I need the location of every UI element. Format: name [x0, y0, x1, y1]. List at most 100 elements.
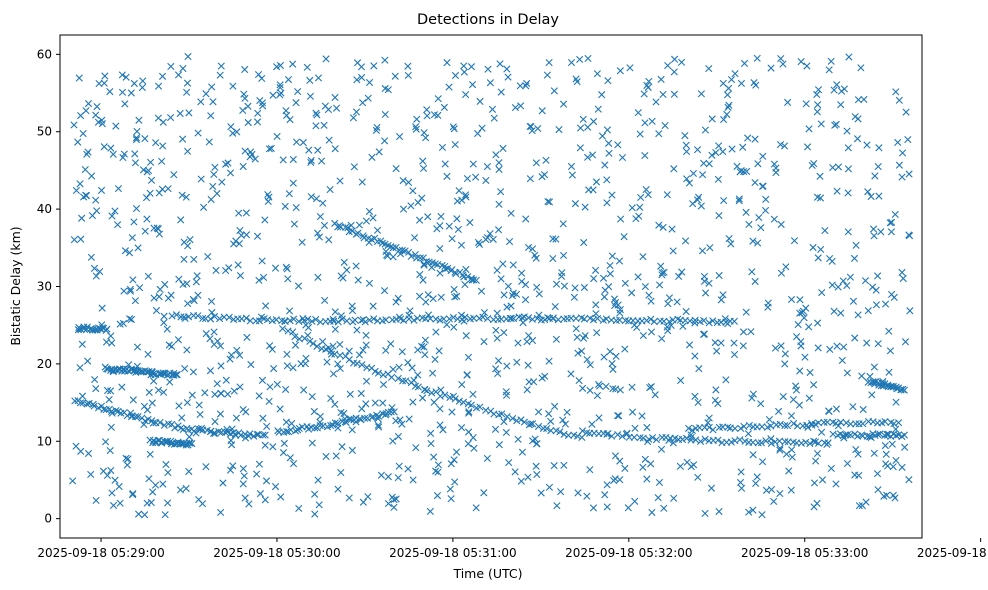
- scatter-point: [399, 177, 407, 185]
- scatter-point: [310, 407, 318, 416]
- track-point: [560, 430, 568, 438]
- scatter-point: [892, 88, 900, 96]
- scatter-point: [469, 390, 477, 398]
- scatter-point: [542, 156, 550, 164]
- scatter-point: [120, 287, 128, 295]
- scatter-point: [480, 338, 488, 346]
- scatter-point: [114, 185, 123, 193]
- track-point: [846, 431, 855, 439]
- scatter-point: [429, 295, 437, 303]
- scatter-point: [92, 196, 100, 204]
- scatter-point: [694, 473, 702, 481]
- scatter-point: [665, 294, 674, 302]
- scatter-point: [222, 376, 230, 384]
- track-point: [90, 402, 98, 410]
- scatter-point: [591, 266, 600, 274]
- scatter-point: [132, 134, 141, 142]
- scatter-point: [616, 476, 624, 484]
- scatter-point: [817, 120, 825, 128]
- track-point: [892, 383, 900, 391]
- track-point: [494, 315, 502, 324]
- scatter-point: [628, 383, 636, 391]
- scatter-point: [314, 74, 323, 82]
- scatter-point: [289, 460, 298, 468]
- track-point: [781, 422, 789, 430]
- scatter-point: [284, 275, 292, 283]
- track-point: [342, 418, 350, 427]
- scatter-point: [462, 332, 470, 340]
- scatter-point: [470, 444, 478, 452]
- track-point: [446, 393, 454, 401]
- scatter-point: [256, 96, 264, 105]
- scatter-point: [148, 399, 156, 407]
- track-point: [343, 317, 351, 325]
- track-point: [354, 229, 362, 237]
- scatter-point: [712, 149, 720, 157]
- scatter-point: [116, 499, 124, 507]
- scatter-point: [292, 203, 300, 212]
- scatter-point: [436, 222, 444, 230]
- track-point: [300, 317, 308, 325]
- scatter-point: [700, 159, 708, 167]
- scatter-point: [126, 285, 134, 293]
- scatter-point: [567, 370, 575, 378]
- scatter-point: [810, 381, 818, 389]
- scatter-point: [901, 443, 909, 451]
- scatter-point: [697, 202, 705, 210]
- track-point: [806, 439, 814, 448]
- scatter-point: [866, 372, 874, 380]
- scatter-point: [503, 362, 511, 370]
- scatter-point: [124, 455, 132, 463]
- scatter-point: [528, 245, 537, 253]
- scatter-point: [396, 416, 404, 424]
- scatter-point: [737, 79, 746, 88]
- scatter-point: [603, 176, 611, 184]
- scatter-point: [663, 191, 671, 199]
- scatter-point: [461, 280, 469, 289]
- scatter-point: [244, 118, 252, 127]
- track-point: [776, 420, 784, 428]
- scatter-point: [606, 261, 614, 270]
- scatter-point: [206, 367, 215, 375]
- scatter-point: [312, 122, 320, 130]
- scatter-point: [833, 81, 841, 89]
- scatter-point: [261, 216, 269, 224]
- scatter-point: [557, 488, 565, 496]
- scatter-point: [84, 148, 92, 156]
- scatter-point: [748, 394, 756, 402]
- scatter-point: [283, 350, 291, 358]
- scatter-point: [224, 390, 232, 398]
- x-tick-label: 2025-09-18 05:30:00: [213, 546, 340, 560]
- scatter-point: [313, 111, 321, 119]
- scatter-point: [639, 463, 647, 471]
- scatter-point: [643, 81, 651, 90]
- scatter-point: [697, 90, 706, 98]
- scatter-point: [420, 129, 428, 137]
- scatter-point: [728, 145, 736, 153]
- scatter-point: [660, 268, 668, 276]
- scatter-point: [483, 162, 491, 171]
- scatter-point: [144, 272, 152, 280]
- scatter-point: [782, 263, 790, 271]
- scatter-point: [119, 319, 128, 328]
- track-point: [149, 419, 157, 427]
- scatter-point: [758, 182, 767, 190]
- track-point: [814, 439, 823, 447]
- scatter-point: [77, 235, 85, 243]
- scatter-point: [395, 462, 403, 470]
- scatter-point: [813, 449, 822, 458]
- scatter-point: [438, 143, 447, 152]
- scatter-point: [430, 111, 439, 119]
- scatter-point: [868, 391, 876, 399]
- scatter-point: [377, 471, 385, 479]
- track-point: [630, 433, 638, 441]
- scatter-point: [443, 321, 451, 329]
- scatter-point: [472, 173, 480, 181]
- scatter-point: [435, 347, 443, 355]
- scatter-point: [658, 269, 666, 277]
- track-point: [134, 413, 142, 421]
- scatter-point: [384, 86, 392, 94]
- track-point: [194, 425, 203, 433]
- scatter-point: [545, 483, 554, 491]
- track-point: [556, 428, 564, 436]
